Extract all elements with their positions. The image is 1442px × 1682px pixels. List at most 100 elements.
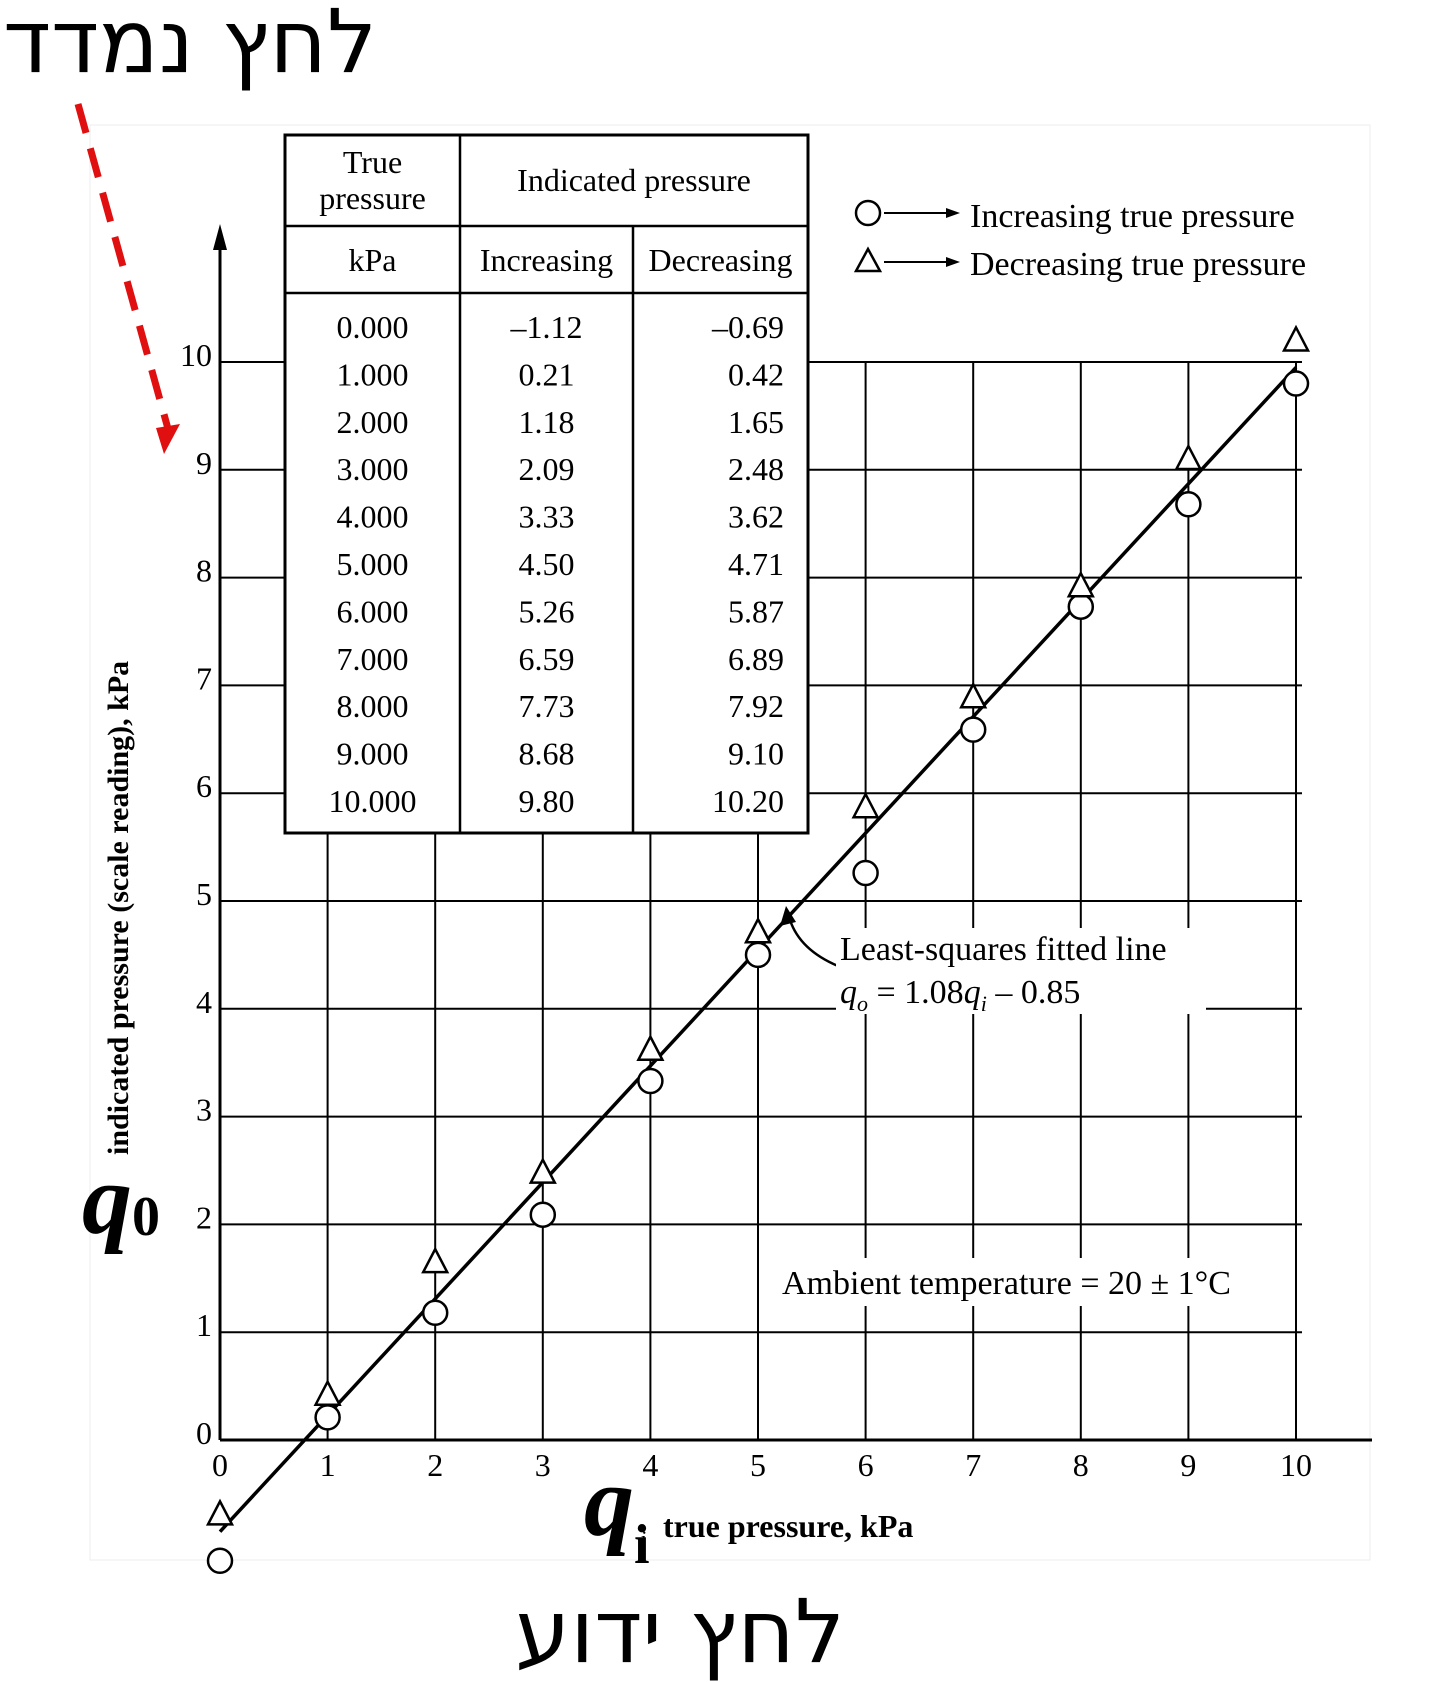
table-header-indicated: Indicated pressure (517, 162, 751, 198)
table-frame (283, 133, 810, 835)
ambient-backdrop (778, 1258, 1262, 1306)
q-in-symbol: q (584, 1446, 634, 1557)
legend: Increasing true pressure Decreasing true… (853, 198, 1306, 283)
table-cell-decreasing: 3.62 (728, 499, 784, 535)
fit-annotation: Least-squares fitted line qo = 1.08qi – … (780, 906, 1206, 1016)
table-cell-increasing: 2.09 (519, 451, 575, 487)
y-axis-title: indicated pressure (scale reading), kPa (102, 661, 135, 1155)
legend-arrowhead-increasing (946, 208, 960, 218)
table-cell-true: 10.000 (329, 783, 417, 819)
table-cell-decreasing: 7.92 (728, 688, 784, 724)
q-out-subscript: 0 (132, 1186, 160, 1248)
legend-label-increasing: Increasing true pressure (970, 198, 1295, 235)
point-increasing (206, 1547, 234, 1574)
table-header-pressure: pressure (319, 180, 426, 216)
x-tick-label: 3 (535, 1447, 551, 1483)
point-increasing (314, 1404, 341, 1431)
point-decreasing (636, 1034, 665, 1062)
point-increasing (1067, 593, 1095, 620)
q-out-symbol: q (82, 1144, 132, 1255)
x-tick-label: 6 (858, 1447, 874, 1483)
table-cell-increasing: 1.18 (519, 404, 575, 440)
table-cell-increasing: 9.80 (519, 783, 575, 819)
x-tick-label: 8 (1073, 1447, 1089, 1483)
y-tick-label: 9 (196, 445, 212, 481)
point-increasing (852, 859, 879, 887)
data-points (205, 324, 1311, 1574)
table-cell-increasing: –1.12 (510, 309, 583, 345)
y-tick-label: 8 (196, 553, 212, 589)
y-tick-label: 0 (196, 1415, 212, 1451)
point-decreasing (528, 1156, 557, 1184)
point-decreasing (1174, 443, 1203, 471)
fit-eq-sub-o: o (857, 991, 868, 1016)
table-cell-increasing: 7.73 (519, 688, 575, 724)
table-header-increasing: Increasing (480, 242, 613, 278)
point-decreasing (959, 681, 988, 709)
fit-eq-mid: = 1.08 (868, 974, 964, 1011)
table-cell-true: 0.000 (337, 309, 409, 345)
fit-callout-arrowhead (780, 906, 796, 926)
y-tick-label: 10 (180, 337, 212, 373)
q-in-subscript: i (634, 1514, 650, 1576)
table-cell-decreasing: 2.48 (728, 451, 784, 487)
fit-label-backdrop (836, 928, 1206, 1014)
table-cell-decreasing: –0.69 (711, 309, 784, 345)
axes (213, 224, 1372, 1442)
table-cell-increasing: 6.59 (519, 641, 575, 677)
table-cell-decreasing: 10.20 (712, 783, 784, 819)
table-cell-increasing: 0.21 (519, 356, 575, 392)
y-tick-label: 3 (196, 1092, 212, 1128)
known-pressure-caption: לחץ ידוע (515, 1580, 845, 1682)
table-header-true: True (343, 144, 402, 180)
x-tick-label: 7 (965, 1447, 981, 1483)
y-tick-label: 2 (196, 1199, 212, 1235)
measured-pressure-arrow (74, 103, 174, 437)
point-decreasing (205, 1498, 235, 1526)
table-cell-decreasing: 6.89 (728, 641, 784, 677)
legend-triangle-marker (853, 246, 883, 273)
y-tick-label: 4 (196, 984, 212, 1020)
fit-equation: qo = 1.08qi – 0.85 (840, 974, 1080, 1016)
table-cell-increasing: 8.68 (519, 736, 575, 772)
point-increasing (529, 1201, 557, 1228)
x-tick-label: 1 (320, 1447, 336, 1483)
table-cell-decreasing: 0.42 (728, 356, 784, 392)
y-tick-label: 7 (196, 660, 212, 696)
fit-eq-q-out: q (840, 974, 857, 1011)
y-axis-arrowhead (213, 224, 227, 250)
table-cell-increasing: 5.26 (519, 593, 575, 629)
point-increasing (959, 716, 987, 743)
fit-eq-q-in: q (964, 974, 981, 1011)
table-cell-true: 5.000 (337, 546, 409, 582)
fit-label: Least-squares fitted line (840, 931, 1167, 968)
measured-pressure-arrowhead (156, 424, 180, 454)
table-cell-true: 4.000 (337, 499, 409, 535)
table-cell-true: 8.000 (337, 688, 409, 724)
point-increasing (421, 1299, 449, 1327)
measured-pressure-caption: לחץ נמדד (3, 0, 377, 93)
y-tick-label: 6 (196, 768, 212, 804)
table-cell-decreasing: 5.87 (728, 593, 784, 629)
point-decreasing (313, 1379, 342, 1406)
table-cell-decreasing: 9.10 (728, 736, 784, 772)
table-cell-true: 3.000 (337, 451, 409, 487)
table-cell-true: 6.000 (337, 593, 409, 629)
table-cell-increasing: 3.33 (519, 499, 575, 535)
table-cell-true: 1.000 (337, 356, 409, 392)
table-header-decreasing: Decreasing (649, 242, 793, 278)
fit-eq-sub-i: i (981, 991, 987, 1016)
x-axis-title-sub: i (640, 1526, 646, 1551)
fit-callout-arrow (788, 919, 839, 968)
legend-label-decreasing: Decreasing true pressure (970, 246, 1306, 283)
point-increasing (1282, 370, 1310, 397)
point-decreasing (851, 791, 880, 819)
point-decreasing (1281, 324, 1311, 352)
table-cell-true: 2.000 (337, 404, 409, 440)
legend-arrowhead-decreasing (946, 257, 960, 267)
x-tick-label: 0 (212, 1447, 228, 1483)
x-tick-label: 10 (1280, 1447, 1312, 1483)
y-tick-label: 5 (196, 876, 212, 912)
x-axis-title: true pressure, kPa (663, 1508, 913, 1544)
fit-eq-end: – 0.85 (987, 974, 1081, 1011)
